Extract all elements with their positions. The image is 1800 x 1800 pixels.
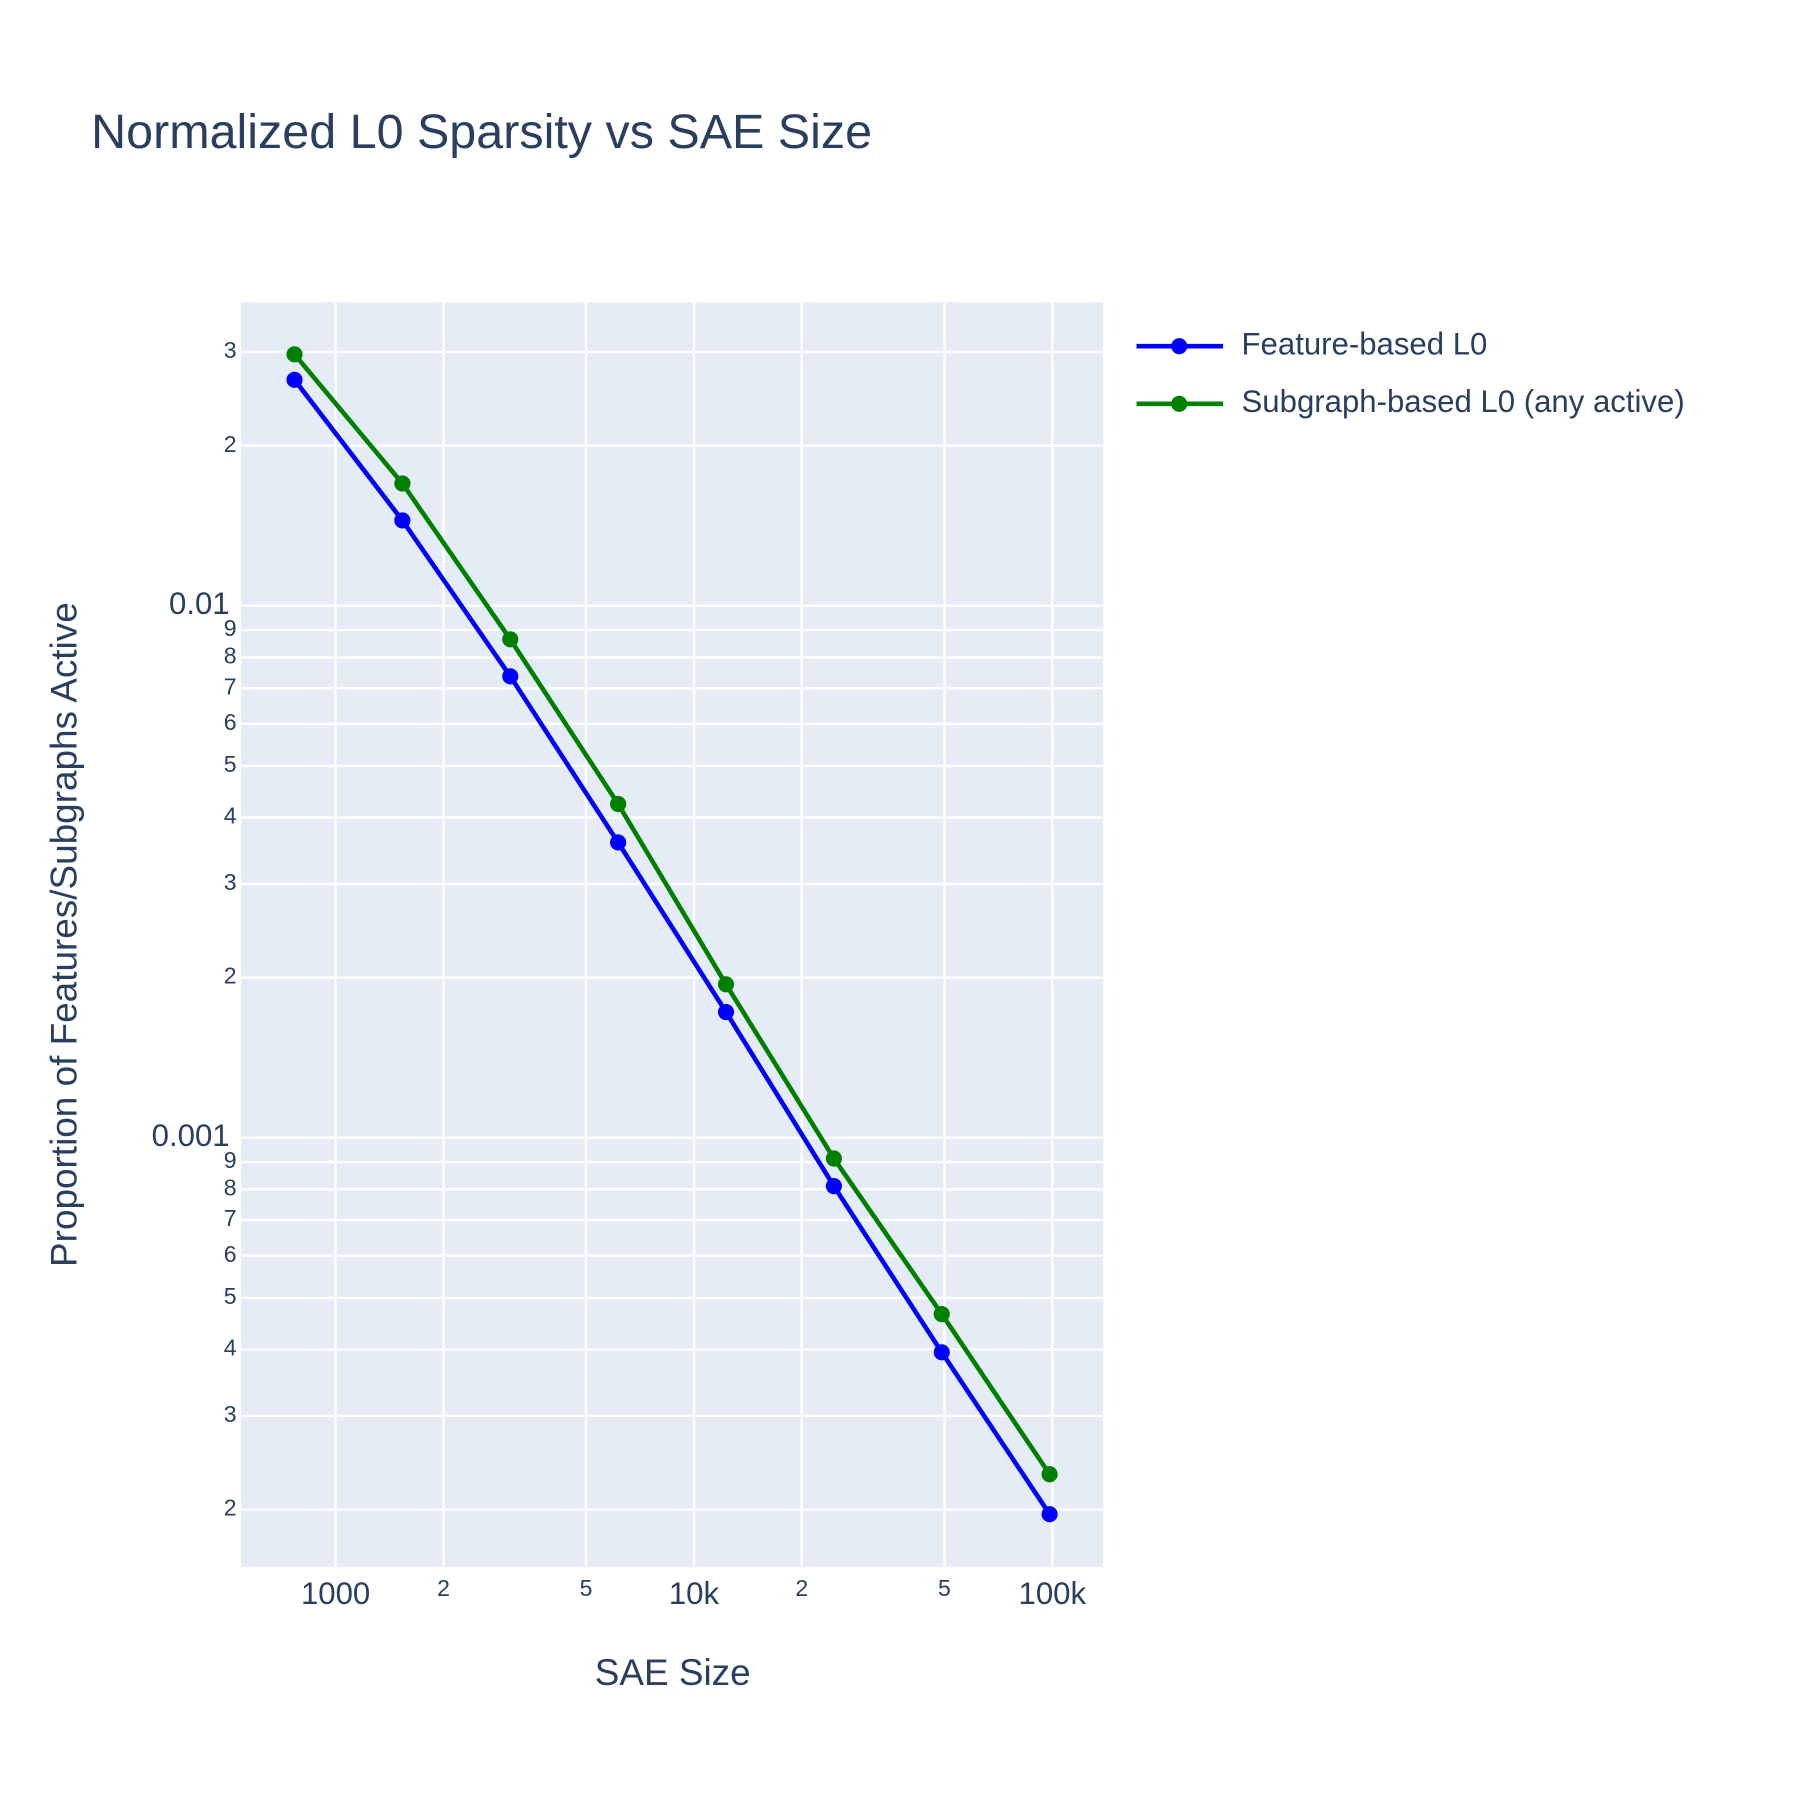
y-axis-title: Proportion of Features/Subgraphs Active <box>44 602 85 1267</box>
marker <box>286 346 303 363</box>
marker <box>394 475 411 492</box>
marker <box>717 1003 735 1021</box>
y-tick-label: 5 <box>224 1283 237 1309</box>
y-tick-label: 8 <box>224 642 237 668</box>
y-tick-label: 3 <box>224 1401 237 1427</box>
y-tick-label: 2 <box>224 1495 237 1521</box>
x-tick-label: 2 <box>437 1575 450 1601</box>
legend-label: Feature-based L0 <box>1242 326 1488 361</box>
y-tick-label: 2 <box>224 431 237 457</box>
y-tick-label: 7 <box>224 1205 237 1231</box>
y-tick-label: 3 <box>224 337 237 363</box>
y-tick-label: 9 <box>224 1147 237 1173</box>
y-tick-label: 6 <box>224 709 237 735</box>
marker <box>610 795 627 813</box>
x-axis-title: SAE Size <box>595 1652 751 1693</box>
y-tick-label: 4 <box>224 803 237 829</box>
y-tick-label: 4 <box>224 1334 237 1360</box>
y-tick-label: 8 <box>224 1174 237 1200</box>
marker <box>610 834 627 851</box>
x-tick-label: 5 <box>580 1575 593 1601</box>
y-tick-label: 5 <box>224 751 237 777</box>
x-tick-label: 10k <box>669 1576 720 1611</box>
x-tick-label: 100k <box>1019 1576 1087 1611</box>
marker <box>1041 1466 1058 1483</box>
legend-label: Subgraph-based L0 (any active) <box>1242 384 1685 419</box>
marker <box>502 668 519 685</box>
legend-marker <box>1171 395 1188 412</box>
marker <box>286 371 303 388</box>
series-line <box>292 352 1052 1476</box>
x-tick-label: 1000 <box>301 1576 370 1611</box>
marker <box>394 512 411 529</box>
chart-title: Normalized L0 Sparsity vs SAE Size <box>91 105 872 159</box>
plot-area <box>241 302 1104 1567</box>
x-tick-label: 2 <box>795 1575 808 1601</box>
y-tick-label: 3 <box>224 869 237 895</box>
marker <box>1041 1506 1058 1523</box>
marker <box>825 1178 842 1195</box>
marker <box>933 1344 950 1361</box>
marker <box>933 1306 950 1323</box>
y-tick-label: 0.01 <box>169 586 230 621</box>
x-tick-label: 5 <box>938 1575 951 1601</box>
y-tick-label: 0.001 <box>152 1118 230 1153</box>
legend-marker <box>1171 338 1188 355</box>
y-tick-label: 7 <box>224 673 237 699</box>
marker <box>717 976 735 993</box>
marker <box>502 631 519 648</box>
series-line <box>292 378 1052 1516</box>
y-tick-label: 9 <box>224 615 237 641</box>
y-tick-label: 2 <box>224 963 237 989</box>
y-tick-label: 6 <box>224 1241 237 1267</box>
marker <box>825 1150 842 1167</box>
